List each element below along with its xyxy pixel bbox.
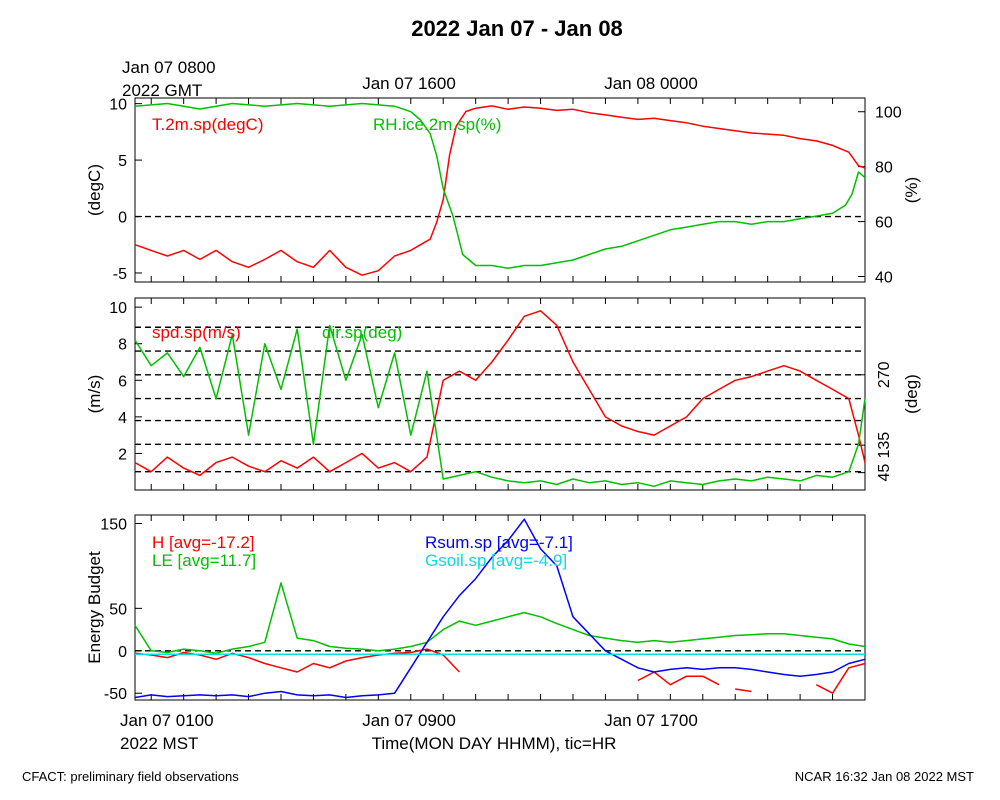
footer-left: CFACT: preliminary field observations bbox=[22, 769, 239, 784]
top-tick-label-2: Jan 08 0000 bbox=[604, 74, 698, 93]
y-tick-label-left-0-1: 0 bbox=[118, 210, 127, 227]
series-line-0-1 bbox=[134, 102, 866, 270]
x-axis-label: Time(MON DAY HHMM), tic=HR bbox=[372, 734, 617, 753]
y-axis-label-right-1: (deg) bbox=[902, 374, 921, 414]
panel-frame-1 bbox=[134, 297, 866, 491]
y-tick-label-left-1-3: 8 bbox=[118, 337, 127, 354]
legend-label-1-1: dir.sp(deg) bbox=[322, 323, 402, 342]
y-axis-label-right-0: (%) bbox=[902, 177, 921, 203]
y-axis-label-left-1: (m/s) bbox=[85, 375, 104, 414]
y-tick-label-left-2-1: 0 bbox=[118, 644, 127, 661]
series-line-1-0 bbox=[134, 310, 866, 477]
y-tick-label-left-2-3: 150 bbox=[100, 516, 127, 533]
legend-label-1-0: spd.sp(m/s) bbox=[152, 323, 241, 342]
y-tick-label-left-0-0: -5 bbox=[113, 266, 127, 283]
footer-right: NCAR 16:32 Jan 08 2022 MST bbox=[795, 769, 974, 784]
y-tick-label-left-0-3: 10 bbox=[109, 97, 127, 114]
legend-label-0-0: T.2m.sp(degC) bbox=[152, 115, 263, 134]
top-tick-label-1: Jan 07 1600 bbox=[362, 74, 456, 93]
y-tick-label-left-1-2: 6 bbox=[118, 373, 127, 390]
y-tick-label-left-1-0: 2 bbox=[118, 446, 127, 463]
y-tick-label-left-1-1: 4 bbox=[118, 410, 127, 427]
bottom-tick-label-2: Jan 07 1700 bbox=[604, 711, 698, 730]
y-tick-label-right-0-3: 100 bbox=[875, 105, 902, 122]
series-line-0-0 bbox=[134, 105, 866, 276]
top-year-label: 2022 GMT bbox=[122, 81, 202, 100]
bottom-tick-label-1: Jan 07 0900 bbox=[362, 711, 456, 730]
top-tick-label-0: Jan 07 0800 bbox=[122, 58, 216, 77]
panel-frame-2 bbox=[134, 514, 866, 701]
series-line-1-1 bbox=[134, 324, 866, 488]
y-tick-label-right-1-1: 135 bbox=[876, 432, 893, 459]
legend-label-0-1: RH.ice.2m.sp(%) bbox=[373, 115, 501, 134]
series-line-2-1 bbox=[134, 582, 866, 655]
y-axis-label-left-0: (degC) bbox=[85, 164, 104, 216]
y-tick-label-left-0-2: 5 bbox=[118, 153, 127, 170]
y-tick-label-left-1-4: 10 bbox=[109, 300, 127, 317]
legend-label-2-1: LE [avg=11.7] bbox=[152, 551, 256, 570]
bottom-year-label: 2022 MST bbox=[120, 734, 198, 753]
y-tick-label-right-0-2: 80 bbox=[875, 160, 893, 177]
y-tick-label-right-1-0: 45 bbox=[876, 464, 893, 482]
y-tick-label-right-0-1: 60 bbox=[875, 215, 893, 232]
panel-frame-0 bbox=[134, 97, 866, 283]
legend-label-2-0: H [avg=-17.2] bbox=[152, 533, 255, 552]
legend-label-2-3: Gsoil.sp [avg=-4.9] bbox=[425, 551, 567, 570]
y-tick-label-right-1-2: 270 bbox=[876, 361, 893, 388]
chart-title: 2022 Jan 07 - Jan 08 bbox=[411, 16, 623, 41]
y-tick-label-left-2-2: 50 bbox=[109, 601, 127, 618]
legend-label-2-2: Rsum.sp [avg=-7.1] bbox=[425, 533, 573, 552]
y-tick-label-right-0-0: 40 bbox=[875, 270, 893, 287]
y-tick-label-left-2-0: -50 bbox=[104, 686, 127, 703]
series-line-2-2 bbox=[134, 518, 866, 699]
y-axis-label-left-2: Energy Budget bbox=[85, 551, 104, 664]
series-line-2-0 bbox=[134, 648, 866, 694]
bottom-tick-label-0: Jan 07 0100 bbox=[120, 711, 214, 730]
